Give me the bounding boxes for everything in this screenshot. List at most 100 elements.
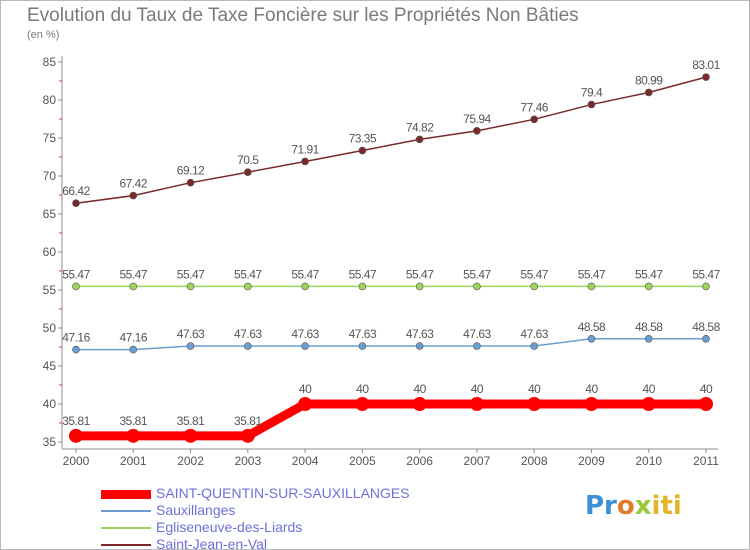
data-point: [587, 334, 596, 343]
series-3: 66.42 67.42 69.12 70.5 71.91 73.35 74.82 75.94 7…: [62, 58, 721, 208]
data-point: [644, 88, 653, 97]
data-point: [69, 428, 83, 443]
series-line-3: [75, 76, 707, 204]
data-label: 47.63: [234, 327, 262, 341]
data-point: [183, 428, 198, 443]
legend-swatch-sauxillanges: [101, 510, 151, 512]
data-label: 55.47: [578, 267, 606, 281]
data-point: [301, 157, 309, 166]
data-point: [301, 342, 309, 350]
data-point: [587, 282, 596, 291]
data-label: 75.94: [463, 112, 491, 126]
x-tick-label: 2003: [234, 454, 261, 468]
data-point: [641, 397, 656, 411]
data-label: 70.5: [237, 153, 259, 167]
data-point: [72, 282, 80, 291]
data-label: 40: [356, 382, 369, 396]
y-tick-label: 45: [43, 359, 57, 373]
data-label: 55.47: [177, 267, 205, 281]
legend-swatch-egliseneuve: [101, 527, 151, 529]
data-label: 55.47: [520, 267, 548, 281]
data-label: 47.63: [291, 327, 319, 341]
data-point: [702, 73, 710, 81]
data-label: 55.47: [406, 267, 434, 281]
data-label: 40: [700, 382, 713, 396]
data-label: 47.63: [349, 327, 377, 341]
data-point: [240, 428, 255, 443]
data-label: 83.01: [692, 58, 720, 72]
data-point: [473, 127, 481, 135]
legend-label-egliseneuve: Egliseneuve-des-Liards: [156, 519, 303, 535]
data-point: [301, 282, 309, 291]
data-label: 47.16: [120, 331, 148, 345]
series-0: 35.81 35.81 35.81 35.81 40 40 40 40 40 40 40 40: [62, 382, 713, 443]
data-label: 55.47: [635, 267, 663, 281]
chart-title: Evolution du Taux de Taxe Foncière sur l…: [27, 5, 579, 26]
data-label: 67.42: [120, 177, 148, 191]
data-point: [699, 397, 713, 411]
legend-swatch-saint-quentin: [101, 489, 151, 499]
data-point: [358, 342, 367, 350]
data-point: [702, 334, 710, 343]
data-label: 48.58: [635, 320, 663, 334]
data-label: 35.81: [234, 414, 262, 428]
data-point: [129, 345, 138, 354]
data-point: [72, 345, 80, 354]
legend-label-saint-jean: Saint-Jean-en-Val: [156, 536, 268, 550]
data-point: [702, 282, 710, 291]
proxiti-logo: Proxiti: [585, 491, 682, 521]
data-label: 40: [299, 382, 312, 396]
data-point: [412, 397, 427, 411]
x-tick-label: 2004: [292, 454, 319, 468]
series-1: 47.16 47.16 47.63 47.63 47.63 47.63 47.63 47.63…: [62, 320, 721, 354]
data-label: 66.42: [62, 184, 90, 198]
data-label: 47.16: [62, 331, 90, 345]
data-label: 55.47: [349, 267, 377, 281]
data-point: [186, 282, 195, 291]
data-point: [186, 342, 195, 350]
series-2: 55.47 55.47 55.47 55.47 55.47 55.47 55.47 55.47…: [62, 267, 721, 291]
data-label: 47.63: [406, 327, 434, 341]
x-tick-label: 2005: [349, 454, 376, 468]
data-point: [587, 100, 596, 109]
data-point: [244, 168, 252, 176]
data-label: 48.58: [578, 320, 606, 334]
data-label: 40: [643, 382, 656, 396]
y-tick-label: 40: [43, 397, 57, 411]
data-point: [72, 199, 80, 208]
data-point: [415, 135, 424, 144]
x-tick-label: 2001: [120, 454, 147, 468]
data-label: 47.63: [520, 327, 548, 341]
y-tick-label: 50: [43, 321, 57, 335]
data-point: [644, 334, 653, 343]
y-tick-label: 75: [43, 131, 57, 145]
y-tick-label: 65: [43, 207, 57, 221]
data-point: [244, 282, 252, 291]
data-point: [473, 342, 481, 350]
data-point: [126, 428, 141, 443]
legend-swatch-saint-jean: [101, 544, 151, 546]
data-point: [358, 146, 367, 155]
x-tick-label: 2008: [521, 454, 548, 468]
data-label: 40: [471, 382, 484, 396]
data-point: [469, 397, 484, 411]
data-point: [644, 282, 653, 291]
data-label: 40: [528, 382, 541, 396]
y-tick-label: 55: [43, 283, 57, 297]
data-point: [355, 397, 370, 411]
data-label: 55.47: [62, 267, 90, 281]
x-tick-label: 2006: [406, 454, 433, 468]
data-label: 55.47: [692, 267, 720, 281]
data-label: 48.58: [692, 320, 720, 334]
x-tick-label: 2009: [578, 454, 605, 468]
data-label: 35.81: [62, 414, 90, 428]
data-label: 55.47: [234, 267, 262, 281]
x-tick-label: 2010: [635, 454, 662, 468]
data-label: 40: [585, 382, 598, 396]
data-label: 35.81: [120, 414, 148, 428]
data-point: [358, 282, 367, 291]
data-label: 47.63: [463, 327, 491, 341]
data-label: 47.63: [177, 327, 205, 341]
